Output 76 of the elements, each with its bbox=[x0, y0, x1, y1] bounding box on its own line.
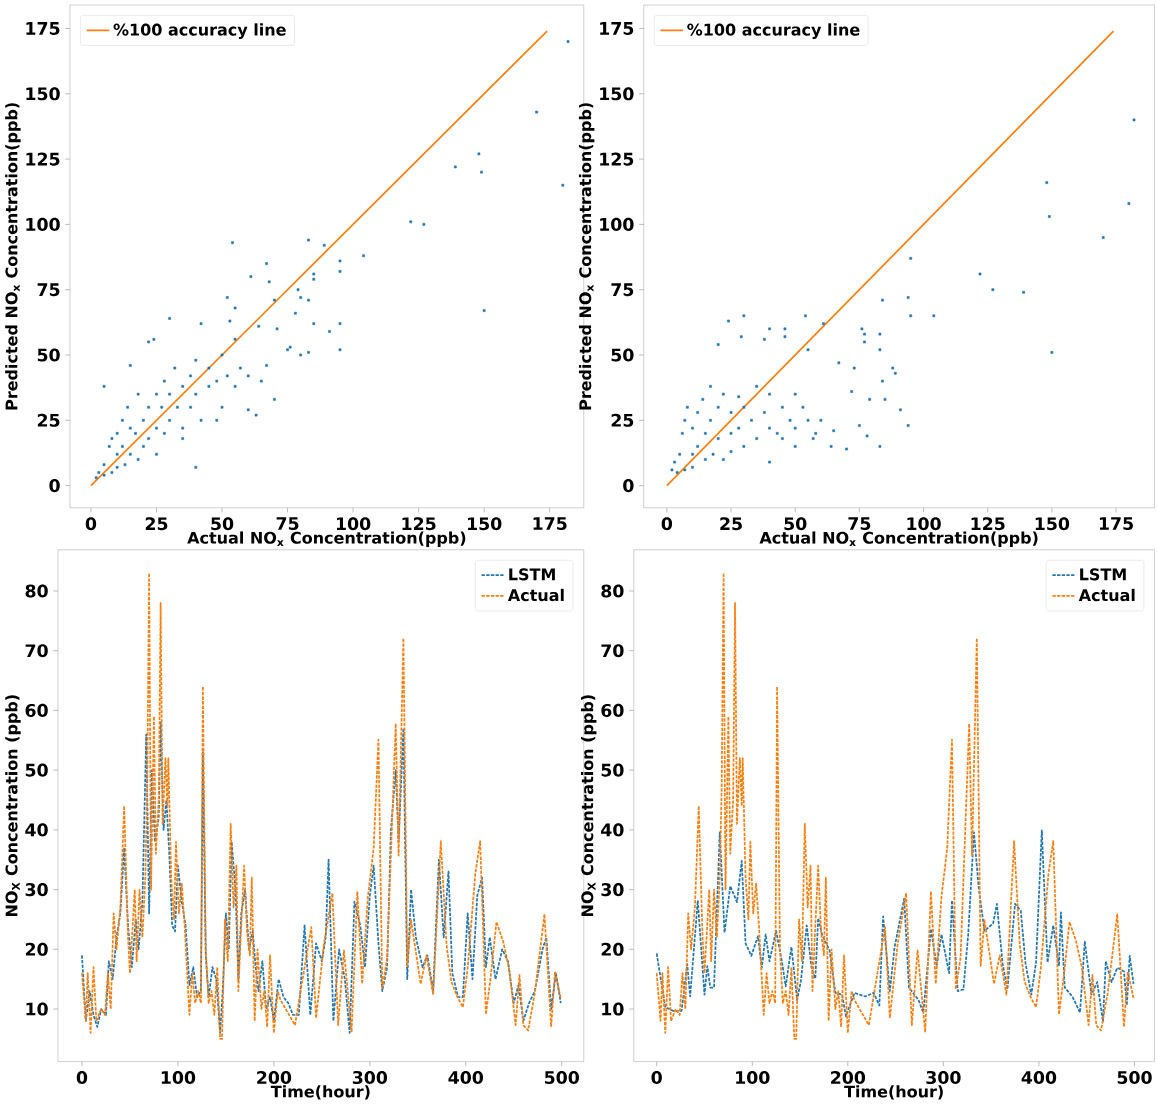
y-tick-label: 150 bbox=[600, 87, 634, 101]
legend-label: Actual bbox=[1078, 588, 1135, 602]
x-tick-label: 125 bbox=[971, 517, 1005, 531]
x-tick-label: 0 bbox=[661, 517, 673, 531]
legend-label: LSTM bbox=[509, 568, 555, 581]
x-tick-label: 400 bbox=[1021, 1071, 1057, 1085]
y-axis-title: NO$_{X}$ Concentration (ppb) bbox=[580, 695, 597, 917]
y-tick-label: 175 bbox=[26, 22, 60, 35]
y-tick-label: 50 bbox=[37, 348, 60, 362]
y-tick-label: 70 bbox=[601, 644, 624, 658]
x-tick-label: 25 bbox=[720, 517, 742, 531]
y-tick-label: 70 bbox=[25, 644, 48, 658]
x-tick-label: 100 bbox=[736, 1071, 770, 1085]
y-tick-label: 80 bbox=[25, 584, 48, 598]
y-tick-label: 60 bbox=[25, 703, 48, 718]
y-tick-label: 100 bbox=[600, 217, 634, 231]
x-axis-title: Actual NO$_{x}$ Concentration(ppb) bbox=[187, 531, 466, 547]
legend-label: LSTM bbox=[1080, 568, 1126, 581]
x-tick-label: 100 bbox=[336, 517, 371, 531]
x-tick-label: 150 bbox=[1035, 517, 1070, 531]
y-tick-label: 30 bbox=[25, 883, 48, 897]
x-tick-label: 500 bbox=[544, 1071, 579, 1085]
y-tick-label: 80 bbox=[601, 584, 624, 598]
y-tick-label: 150 bbox=[26, 87, 60, 101]
x-tick-label: 0 bbox=[651, 1071, 662, 1085]
y-tick-label: 25 bbox=[37, 413, 60, 427]
y-tick-label: 40 bbox=[601, 823, 624, 837]
x-tick-label: 200 bbox=[831, 1071, 866, 1085]
y-tick-label: 75 bbox=[37, 283, 60, 297]
x-tick-label: 25 bbox=[145, 517, 168, 531]
y-tick-label: 60 bbox=[601, 703, 624, 718]
x-tick-label: 0 bbox=[85, 517, 97, 531]
x-tick-label: 0 bbox=[76, 1071, 88, 1085]
y-tick-label: 50 bbox=[25, 763, 48, 777]
x-tick-label: 400 bbox=[448, 1071, 484, 1085]
x-tick-label: 175 bbox=[533, 517, 567, 531]
x-tick-label: 50 bbox=[784, 517, 807, 531]
x-axis-title: Actual NO$_{x}$ Concentration(ppb) bbox=[759, 531, 1038, 547]
x-tick-label: 75 bbox=[276, 517, 299, 531]
line-series bbox=[655, 829, 1135, 1023]
y-tick-label: 0 bbox=[49, 479, 60, 493]
y-tick-label: 30 bbox=[601, 883, 624, 897]
legend-label: %100 accuracy line bbox=[113, 23, 286, 39]
x-tick-label: 150 bbox=[468, 517, 502, 531]
y-tick-label: 10 bbox=[602, 1002, 624, 1016]
y-tick-label: 175 bbox=[600, 22, 634, 35]
y-tick-label: 40 bbox=[25, 823, 48, 837]
legend-label: Actual bbox=[507, 588, 564, 602]
y-tick-label: 20 bbox=[25, 942, 48, 956]
x-axis-title: Time(hour) bbox=[270, 1085, 370, 1100]
x-tick-label: 175 bbox=[1099, 517, 1133, 531]
y-tick-label: 125 bbox=[600, 152, 634, 166]
x-tick-label: 100 bbox=[161, 1071, 196, 1085]
y-tick-label: 75 bbox=[611, 283, 634, 297]
x-tick-label: 100 bbox=[907, 517, 941, 531]
x-tick-label: 125 bbox=[402, 517, 436, 531]
x-tick-label: 200 bbox=[257, 1071, 292, 1085]
y-axis-title: Predicted NO$_{x}$ Concentration(ppb) bbox=[5, 103, 21, 410]
y-tick-label: 25 bbox=[611, 413, 634, 427]
y-axis-title: NO$_{X}$ Concentration (ppb) bbox=[5, 695, 21, 917]
x-tick-label: 300 bbox=[352, 1071, 388, 1085]
y-tick-label: 0 bbox=[623, 479, 634, 493]
y-tick-label: 100 bbox=[26, 217, 60, 231]
y-tick-label: 50 bbox=[601, 763, 624, 777]
legend-label: %100 accuracy line bbox=[687, 23, 860, 39]
x-tick-label: 300 bbox=[926, 1071, 961, 1085]
x-tick-label: 75 bbox=[848, 517, 871, 531]
x-axis-title: Time(hour) bbox=[844, 1085, 943, 1100]
x-tick-label: 500 bbox=[1117, 1071, 1152, 1085]
y-tick-label: 20 bbox=[601, 942, 624, 956]
y-tick-label: 10 bbox=[26, 1002, 48, 1016]
y-axis-title: Predicted NO$_{x}$ Concentration(ppb) bbox=[578, 103, 595, 410]
x-tick-label: 50 bbox=[211, 517, 234, 531]
line-series bbox=[81, 721, 562, 1034]
y-tick-label: 50 bbox=[611, 348, 634, 362]
y-tick-label: 125 bbox=[26, 152, 60, 166]
